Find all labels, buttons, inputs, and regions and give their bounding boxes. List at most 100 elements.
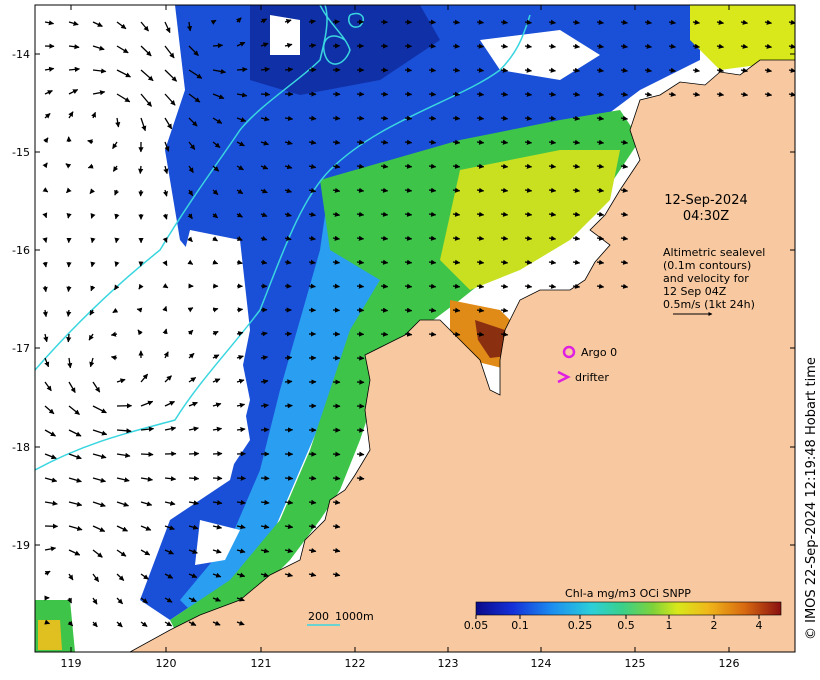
velocity-arrow-icon: [212, 68, 227, 75]
velocity-arrow-icon: [524, 211, 533, 217]
map-plot-area: [35, 5, 795, 652]
velocity-arrow-icon: [404, 163, 413, 169]
velocity-arrow-icon: [716, 67, 725, 73]
velocity-arrow-icon: [212, 165, 220, 172]
velocity-arrow-icon: [212, 524, 223, 530]
velocity-arrow-icon: [572, 163, 581, 169]
velocity-arrow-icon: [212, 426, 223, 432]
velocity-arrow-icon: [114, 213, 120, 220]
velocity-arrow-icon: [404, 211, 413, 217]
velocity-arrow-icon: [112, 141, 118, 150]
velocity-arrow-icon: [236, 378, 245, 384]
velocity-arrow-icon: [332, 19, 340, 25]
velocity-arrow-icon: [692, 43, 701, 49]
velocity-arrow-icon: [140, 597, 148, 604]
velocity-arrow-icon: [210, 19, 217, 25]
velocity-arrow-icon: [236, 236, 243, 241]
velocity-arrow-icon: [42, 309, 48, 318]
velocity-arrow-icon: [116, 21, 127, 30]
velocity-arrow-icon: [212, 620, 221, 626]
velocity-arrow-icon: [356, 235, 365, 241]
velocity-arrow-icon: [68, 381, 76, 394]
drifter-marker-group: drifter: [557, 370, 609, 384]
velocity-arrow-icon: [140, 573, 149, 580]
velocity-arrow-icon: [380, 91, 389, 97]
velocity-arrow-icon: [452, 43, 461, 49]
velocity-arrow-icon: [87, 163, 94, 169]
velocity-arrow-icon: [188, 352, 195, 359]
velocity-arrow-icon: [43, 333, 49, 343]
velocity-arrow-icon: [260, 212, 268, 218]
velocity-arrow-icon: [380, 139, 389, 145]
velocity-arrow-icon: [162, 237, 168, 243]
velocity-arrow-icon: [188, 401, 198, 407]
velocity-arrow-icon: [112, 307, 119, 314]
velocity-arrow-icon: [42, 212, 48, 219]
velocity-arrow-icon: [404, 235, 413, 241]
velocity-arrow-icon: [188, 45, 199, 57]
velocity-arrow-icon: [716, 91, 725, 97]
velocity-arrow-icon: [452, 67, 461, 73]
velocity-arrow-icon: [140, 21, 149, 32]
velocity-arrow-icon: [188, 549, 198, 554]
velocity-arrow-icon: [92, 453, 107, 459]
velocity-arrow-icon: [284, 259, 292, 265]
velocity-arrow-icon: [332, 451, 341, 457]
sealevel-text-line: 12 Sep 04Z: [663, 285, 727, 298]
velocity-arrow-icon: [114, 261, 120, 267]
velocity-arrow-icon: [162, 328, 168, 335]
velocity-arrow-icon: [260, 572, 270, 578]
velocity-arrow-icon: [212, 451, 223, 457]
velocity-arrow-icon: [476, 163, 485, 169]
velocity-arrow-icon: [380, 235, 389, 241]
velocity-arrow-icon: [524, 235, 533, 241]
velocity-arrow-icon: [116, 69, 131, 78]
velocity-arrow-icon: [476, 259, 485, 265]
velocity-arrow-icon: [308, 115, 317, 121]
velocity-arrow-icon: [356, 163, 365, 169]
velocity-arrow-icon: [668, 19, 677, 25]
velocity-arrow-icon: [42, 285, 48, 293]
velocity-arrow-icon: [89, 309, 95, 316]
velocity-arrow-icon: [404, 187, 413, 193]
sealevel-text-line: 0.5m/s (1kt 24h): [663, 298, 755, 311]
velocity-arrow-icon: [68, 405, 80, 416]
velocity-arrow-icon: [66, 187, 72, 194]
velocity-arrow-icon: [212, 212, 219, 219]
velocity-arrow-icon: [524, 43, 533, 49]
velocity-arrow-icon: [404, 67, 413, 73]
velocity-arrow-icon: [164, 621, 173, 627]
velocity-arrow-icon: [572, 43, 581, 49]
velocity-arrow-icon: [67, 620, 74, 627]
velocity-arrow-icon: [164, 476, 177, 482]
velocity-arrow-icon: [548, 43, 557, 49]
velocity-arrow-icon: [44, 619, 50, 625]
velocity-arrow-icon: [42, 237, 48, 243]
velocity-arrow-icon: [164, 141, 170, 152]
velocity-arrow-icon: [428, 187, 437, 193]
sealevel-legend: Altimetric sealevel (0.1m contours) and …: [663, 246, 765, 316]
velocity-arrow-icon: [92, 90, 106, 96]
velocity-arrow-icon: [68, 44, 80, 50]
velocity-arrow-icon: [260, 18, 268, 24]
velocity-arrow-icon: [164, 426, 177, 432]
x-axis: 119 120 121 122 123 124 125 126: [61, 5, 740, 670]
velocity-arrow-icon: [716, 43, 725, 49]
velocity-arrow-icon: [92, 21, 103, 27]
velocity-arrow-icon: [140, 93, 152, 107]
velocity-arrow-icon: [92, 549, 103, 558]
velocity-arrow-icon: [284, 283, 292, 289]
velocity-arrow-icon: [188, 117, 198, 127]
velocity-arrow-icon: [116, 45, 129, 54]
velocity-arrow-icon: [524, 19, 533, 25]
credit-text: © IMOS 22-Sep-2024 12:19:48 Hobart time: [804, 357, 819, 640]
argo-circle-icon: [562, 345, 576, 359]
velocity-arrow-icon: [332, 139, 341, 145]
velocity-arrow-icon: [90, 285, 96, 292]
velocity-arrow-icon: [356, 475, 365, 481]
velocity-arrow-icon: [548, 139, 557, 145]
velocity-arrow-icon: [620, 91, 629, 97]
velocity-arrow-icon: [284, 140, 293, 146]
velocity-arrow-icon: [452, 259, 461, 265]
velocity-arrow-icon: [596, 187, 605, 193]
